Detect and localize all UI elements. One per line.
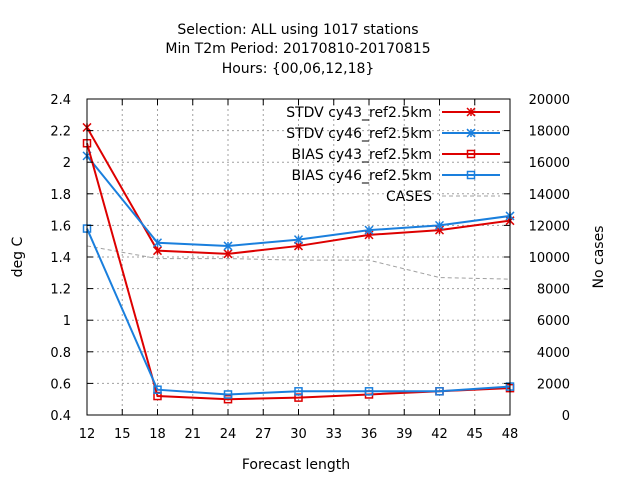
series-point: [466, 128, 476, 138]
y-tick-label: 1.4: [50, 251, 71, 266]
y-tick-label: 1.6: [50, 219, 71, 234]
chart-title: Selection: ALL using 1017 stations Min T…: [165, 22, 430, 77]
y2-tick-label: 4000: [537, 346, 570, 361]
x-tick-label: 48: [502, 427, 519, 442]
series-point: [435, 387, 444, 396]
legend-label: BIAS cy43_ref2.5km: [292, 147, 432, 163]
y-tick-label: 0.4: [50, 409, 71, 424]
title-line-3: Hours: {00,06,12,18}: [222, 61, 375, 77]
series-point: [153, 385, 162, 394]
title-line-1: Selection: ALL using 1017 stations: [177, 22, 418, 38]
y-tick-label: 1: [63, 314, 71, 329]
series-point: [434, 220, 445, 230]
y2-tick-label: 10000: [529, 251, 570, 266]
legend-label: STDV cy43_ref2.5km: [286, 105, 432, 121]
series-point: [466, 107, 476, 117]
x-tick-label: 27: [255, 427, 272, 442]
y-tick-label: 2.2: [50, 125, 71, 140]
series-point: [152, 246, 163, 256]
y2-tick-label: 18000: [529, 125, 570, 140]
series-point: [223, 390, 233, 399]
series-layer: [82, 122, 515, 404]
y-axis-title: deg C: [10, 236, 26, 277]
y-tick-label: 0.6: [50, 377, 71, 392]
y2-tick-label: 16000: [529, 156, 570, 171]
legend-label: STDV cy46_ref2.5km: [286, 126, 432, 142]
x-tick-label: 15: [114, 427, 131, 442]
y2-tick-label: 20000: [529, 93, 570, 108]
series-point: [364, 225, 374, 235]
grid: [87, 99, 510, 415]
x-tick-label: 33: [325, 427, 342, 442]
title-line-2: Min T2m Period: 20170810-20170815: [165, 41, 430, 57]
legend-entry: CASES: [386, 189, 500, 205]
legend-label: BIAS cy46_ref2.5km: [292, 168, 432, 184]
series-point: [223, 249, 233, 259]
y2-tick-label: 6000: [537, 314, 570, 329]
legend-label: CASES: [386, 189, 432, 205]
x-tick-label: 30: [290, 427, 307, 442]
series-point: [152, 238, 163, 248]
y-tick-label: 2: [63, 156, 71, 171]
y2-tick-label: 0: [562, 409, 570, 424]
legend-entry: BIAS cy46_ref2.5km: [292, 168, 500, 184]
series-point: [294, 387, 303, 396]
axes: 12 15 18 21 24 27 30 33 36 39 42 45 48 0.4 0.6 0.8 1 1.2 1…: [50, 93, 570, 442]
y-tick-label: 1.2: [50, 283, 71, 298]
x-tick-label: 18: [149, 427, 166, 442]
series-point: [223, 241, 233, 251]
x-axis-title: Forecast length: [242, 457, 350, 473]
y2-tick-label: 2000: [537, 377, 570, 392]
legend-entry: STDV cy43_ref2.5km: [286, 105, 500, 121]
series-line: [86, 245, 511, 280]
legend-entry: BIAS cy43_ref2.5km: [292, 147, 500, 163]
y2-tick-label: 8000: [537, 283, 570, 298]
y2-axis-title: No cases: [591, 226, 607, 289]
x-tick-label: 36: [361, 427, 378, 442]
x-tick-label: 24: [220, 427, 237, 442]
series-point: [466, 149, 476, 159]
x-tick-label: 21: [184, 427, 201, 442]
series-point: [293, 235, 304, 245]
y2-tick-label: 14000: [529, 188, 570, 203]
x-tick-label: 42: [431, 427, 448, 442]
series-point: [364, 387, 374, 396]
x-tick-label: 12: [79, 427, 96, 442]
y-tick-label: 2.4: [50, 93, 71, 108]
x-tick-label: 45: [466, 427, 483, 442]
y-tick-label: 0.8: [50, 346, 71, 361]
x-tick-label: 39: [396, 427, 413, 442]
y2-tick-label: 12000: [529, 219, 570, 234]
series-point: [223, 394, 233, 404]
legend: STDV cy43_ref2.5km STDV cy46_ref2.5km BIAS…: [286, 105, 500, 205]
series-line: [86, 228, 511, 396]
series-cases: [86, 245, 511, 280]
legend-entry: STDV cy46_ref2.5km: [286, 126, 500, 142]
series-point: [466, 170, 476, 180]
y-tick-label: 1.8: [50, 188, 71, 203]
